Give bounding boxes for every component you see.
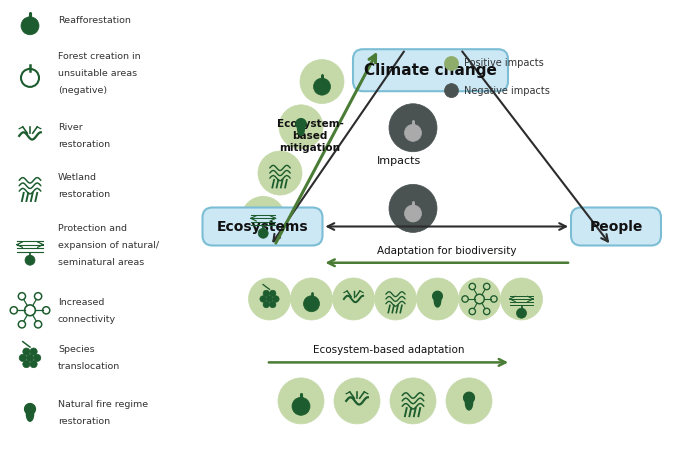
Circle shape <box>27 354 34 361</box>
Text: Ecosystem-
based
mitigation: Ecosystem- based mitigation <box>276 119 344 153</box>
Text: restoration: restoration <box>58 417 110 426</box>
Circle shape <box>30 348 37 355</box>
Text: Protection and: Protection and <box>58 224 127 233</box>
Circle shape <box>19 354 27 361</box>
Circle shape <box>314 78 330 95</box>
Circle shape <box>279 105 323 149</box>
Circle shape <box>389 184 437 232</box>
Circle shape <box>34 354 41 361</box>
Polygon shape <box>25 404 36 414</box>
Circle shape <box>332 278 375 320</box>
FancyBboxPatch shape <box>571 207 661 246</box>
Text: Negative impacts: Negative impacts <box>465 86 550 96</box>
Circle shape <box>270 290 276 297</box>
Text: unsuitable areas: unsuitable areas <box>58 69 137 78</box>
Circle shape <box>517 308 526 318</box>
Circle shape <box>25 255 35 265</box>
Circle shape <box>444 84 458 97</box>
Circle shape <box>248 278 290 320</box>
Text: connectivity: connectivity <box>58 315 116 324</box>
Circle shape <box>374 278 416 320</box>
Circle shape <box>21 17 39 35</box>
Text: Natural fire regime: Natural fire regime <box>58 400 148 409</box>
Polygon shape <box>296 119 306 129</box>
Text: People: People <box>589 220 643 233</box>
Circle shape <box>278 378 324 424</box>
Text: Climate change: Climate change <box>364 63 497 78</box>
Circle shape <box>258 228 268 238</box>
Circle shape <box>260 296 266 302</box>
Circle shape <box>500 278 542 320</box>
Text: Impacts: Impacts <box>377 156 421 166</box>
Circle shape <box>23 361 30 368</box>
Text: translocation: translocation <box>58 362 120 371</box>
FancyBboxPatch shape <box>353 49 508 91</box>
Circle shape <box>389 104 437 152</box>
Text: Ecosystem-based adaptation: Ecosystem-based adaptation <box>313 345 464 356</box>
Circle shape <box>270 301 276 308</box>
Circle shape <box>405 124 421 141</box>
Circle shape <box>292 397 310 415</box>
Polygon shape <box>433 291 442 301</box>
Text: seminatural areas: seminatural areas <box>58 258 144 267</box>
Circle shape <box>241 196 285 241</box>
Text: Wetland: Wetland <box>58 173 97 182</box>
Circle shape <box>300 59 344 104</box>
Circle shape <box>444 57 458 70</box>
Text: Adaptation for biodiversity: Adaptation for biodiversity <box>377 246 517 256</box>
Circle shape <box>458 278 500 320</box>
Text: restoration: restoration <box>58 140 110 149</box>
Text: Increased: Increased <box>58 298 104 307</box>
Text: (negative): (negative) <box>58 86 107 95</box>
Text: Reafforestation: Reafforestation <box>58 16 131 25</box>
Text: Ecosystems: Ecosystems <box>217 220 308 233</box>
Text: restoration: restoration <box>58 190 110 199</box>
Ellipse shape <box>434 294 441 307</box>
Circle shape <box>30 361 37 368</box>
Circle shape <box>263 290 270 297</box>
FancyBboxPatch shape <box>202 207 323 246</box>
Ellipse shape <box>27 407 34 421</box>
Text: River: River <box>58 123 83 132</box>
Circle shape <box>304 296 319 312</box>
Text: Positive impacts: Positive impacts <box>465 58 545 68</box>
Circle shape <box>334 378 380 424</box>
Text: expansion of natural/: expansion of natural/ <box>58 241 159 250</box>
Text: Forest creation in: Forest creation in <box>58 52 141 61</box>
Circle shape <box>405 205 421 222</box>
Circle shape <box>266 296 273 302</box>
Circle shape <box>263 301 270 308</box>
Circle shape <box>273 296 279 302</box>
Ellipse shape <box>298 122 304 135</box>
Circle shape <box>23 348 30 355</box>
Circle shape <box>258 151 302 195</box>
Circle shape <box>446 378 492 424</box>
Circle shape <box>290 278 332 320</box>
Circle shape <box>390 378 436 424</box>
Text: Species: Species <box>58 345 94 354</box>
Polygon shape <box>463 392 475 403</box>
Ellipse shape <box>466 395 472 410</box>
Circle shape <box>416 278 459 320</box>
